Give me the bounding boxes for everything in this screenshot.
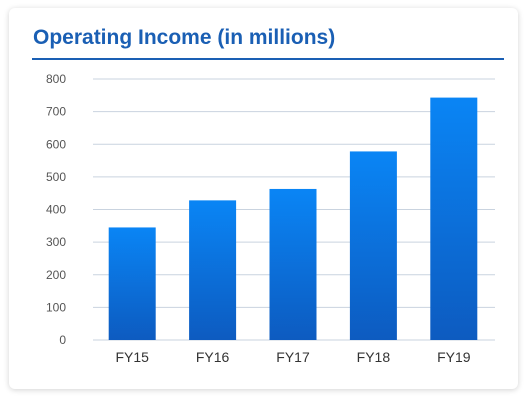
y-axis-ticks: 0 100 200 300 400 500 600 700 800 xyxy=(46,72,66,347)
x-tick-label: FY17 xyxy=(276,349,310,365)
bar-fy18 xyxy=(349,151,397,340)
x-tick-label: FY15 xyxy=(115,349,149,365)
x-tick-label: FY16 xyxy=(196,349,230,365)
y-tick-label: 400 xyxy=(46,203,66,217)
bar-fy17 xyxy=(269,188,317,340)
chart-title: Operating Income (in millions) xyxy=(33,26,336,49)
y-tick-label: 200 xyxy=(46,268,66,282)
x-axis-ticks: FY15 FY16 FY17 FY18 FY19 xyxy=(115,349,470,365)
y-tick-label: 300 xyxy=(46,235,66,249)
title-underline xyxy=(32,58,504,60)
bars xyxy=(108,97,478,340)
x-tick-label: FY19 xyxy=(437,349,471,365)
x-tick-label: FY18 xyxy=(357,349,391,365)
y-tick-label: 500 xyxy=(46,170,66,184)
y-tick-label: 100 xyxy=(46,300,66,314)
y-tick-label: 700 xyxy=(46,105,66,119)
bar-fy16 xyxy=(189,200,237,340)
y-tick-label: 0 xyxy=(59,333,66,347)
y-tick-label: 600 xyxy=(46,137,66,151)
y-tick-label: 800 xyxy=(46,72,66,86)
bar-fy19 xyxy=(430,97,478,340)
bar-fy15 xyxy=(108,227,156,340)
